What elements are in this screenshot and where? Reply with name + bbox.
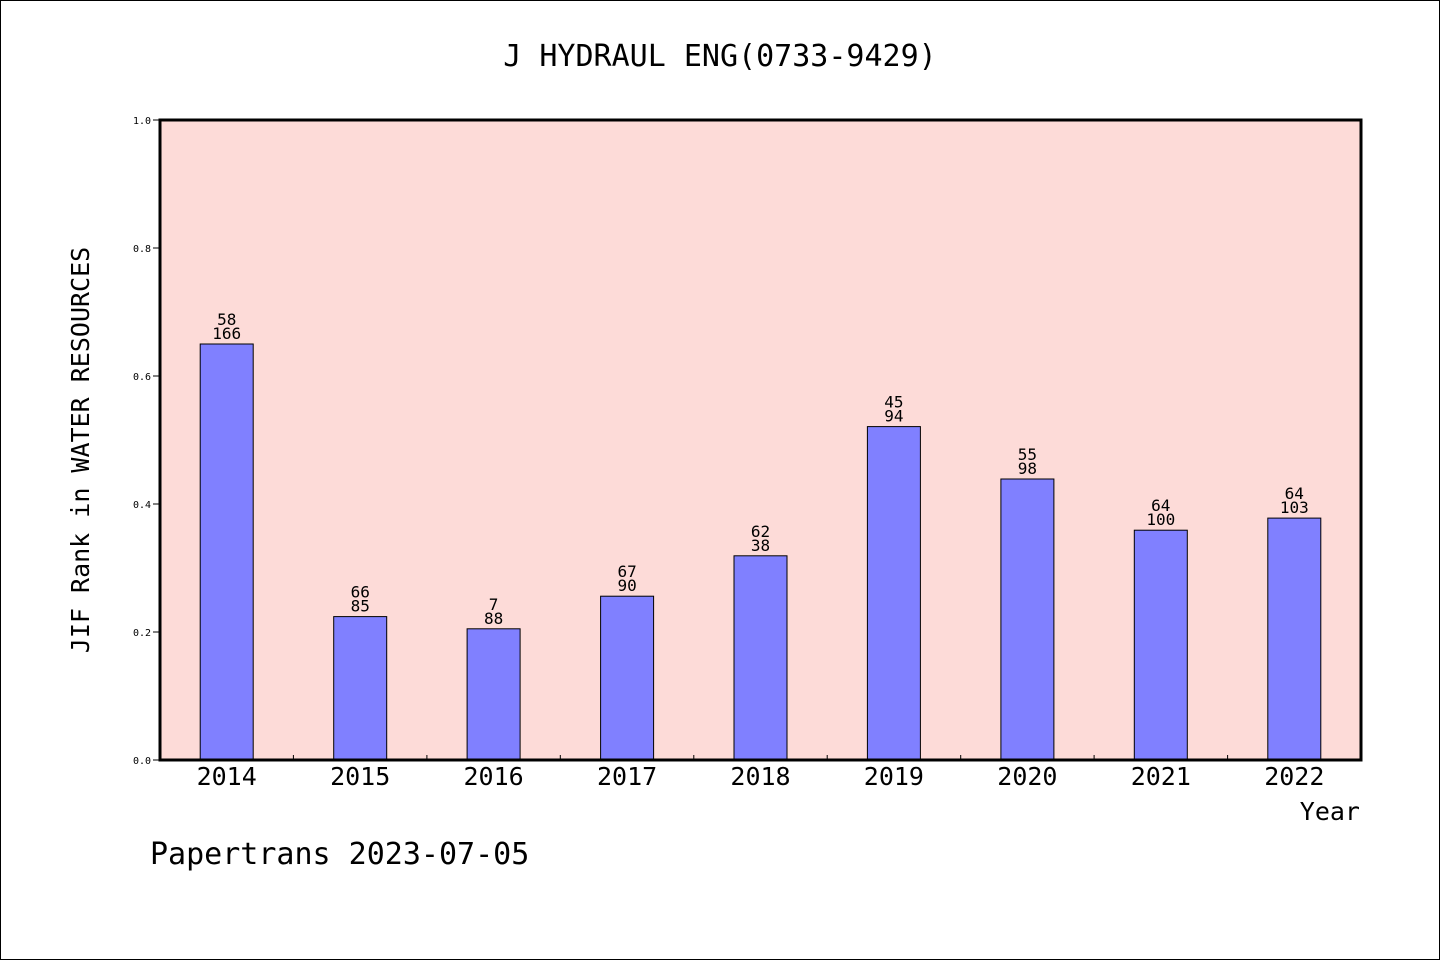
bar-label-rank-2014: 58 [217,310,236,329]
footer-credit: Papertrans 2023-07-05 [150,837,529,872]
y-tick-label-1.0: 1.0 [133,116,151,127]
bar-2019 [866,426,921,761]
bar-label-total-2022: 103 [1280,498,1309,517]
bars [199,343,1322,761]
bar-label-total-2014: 166 [212,324,241,343]
y-tick-label-0.4: 0.4 [133,500,151,511]
x-tick-label-2015: 2015 [330,762,390,791]
x-tick-label-2019: 2019 [864,762,924,791]
y-tick-label-0.0: 0.0 [133,756,151,767]
x-tick-label-2014: 2014 [197,762,257,791]
bar-label-rank-2022: 64 [1285,484,1304,503]
y-tick-label-0.2: 0.2 [133,628,151,639]
bar-label-rank-2019: 45 [884,393,903,412]
x-axis-label: Year [1300,797,1360,826]
y-tick-label-0.8: 0.8 [133,244,151,255]
bar-label-total-2021: 100 [1146,510,1175,529]
x-tick-label-2017: 2017 [597,762,657,791]
y-tick-label-0.6: 0.6 [133,372,151,383]
x-tick-label-2022: 2022 [1264,762,1324,791]
bar-2014 [199,343,254,761]
y-axis-label: JIF Rank in WATER RESOURCES [66,247,95,653]
bar-label-rank-2021: 64 [1151,496,1170,515]
bar-label-total-2016: 88 [484,609,503,628]
bar-2022 [1267,517,1322,761]
chart-title: J HYDRAUL ENG(0733-9429) [503,39,936,74]
bar-2020 [1000,478,1055,761]
bar-2016 [466,628,521,761]
bar-2015 [333,616,388,761]
bar-2018 [733,555,788,761]
bar-2017 [600,595,655,761]
bar-label-rank-2017: 67 [617,562,636,581]
bar-label-total-2018: 38 [751,536,770,555]
bar-label-total-2017: 90 [617,576,636,595]
x-axis-ticks: 2014 2015 2016 2017 2018 2019 2020 2021 2022 [197,755,1324,791]
x-tick-label-2020: 2020 [997,762,1057,791]
bar-label-rank-2016: 7 [489,595,499,614]
bar-label-total-2019: 94 [884,407,903,426]
y-axis-ticks: 0.0 0.2 0.4 0.6 0.8 1.0 [133,116,160,767]
plot-border [158,118,1363,762]
x-tick-label-2021: 2021 [1131,762,1191,791]
bar-label-total-2015: 85 [351,597,370,616]
bar-label-total-2020: 98 [1018,459,1037,478]
bar-label-rank-2020: 55 [1018,445,1037,464]
x-tick-label-2016: 2016 [463,762,523,791]
x-tick-label-2018: 2018 [730,762,790,791]
bar-label-rank-2018: 62 [751,522,770,541]
bar-2021 [1133,529,1188,761]
bar-label-rank-2015: 66 [351,583,370,602]
